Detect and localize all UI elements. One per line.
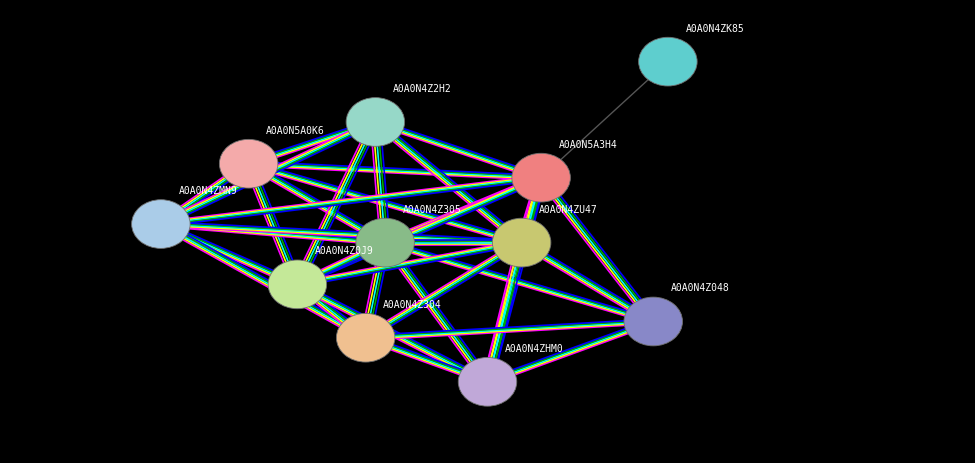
Text: A0A0N4ZMN9: A0A0N4ZMN9 — [178, 186, 237, 195]
Ellipse shape — [624, 298, 682, 346]
Text: A0A0N4ZK85: A0A0N4ZK85 — [685, 24, 744, 33]
Text: A0A0N5A0K6: A0A0N5A0K6 — [266, 125, 325, 135]
Text: A0A0N4Z2H2: A0A0N4Z2H2 — [393, 84, 451, 94]
Text: A0A0N4Z0J9: A0A0N4Z0J9 — [315, 246, 373, 256]
Ellipse shape — [346, 98, 405, 147]
Text: A0A0N4Z305: A0A0N4Z305 — [403, 204, 461, 214]
Ellipse shape — [219, 140, 278, 189]
Ellipse shape — [458, 357, 517, 407]
Ellipse shape — [132, 200, 190, 249]
Text: A0A0N5A3H4: A0A0N5A3H4 — [559, 139, 617, 149]
Text: A0A0N4Z304: A0A0N4Z304 — [383, 299, 442, 309]
Text: A0A0N4Z048: A0A0N4Z048 — [671, 283, 729, 293]
Ellipse shape — [512, 154, 570, 203]
Ellipse shape — [356, 219, 414, 268]
Text: A0A0N4ZU47: A0A0N4ZU47 — [539, 204, 598, 214]
Ellipse shape — [336, 314, 395, 362]
Ellipse shape — [492, 219, 551, 268]
Ellipse shape — [639, 38, 697, 87]
Text: A0A0N4ZHM0: A0A0N4ZHM0 — [505, 343, 564, 353]
Ellipse shape — [268, 260, 327, 309]
